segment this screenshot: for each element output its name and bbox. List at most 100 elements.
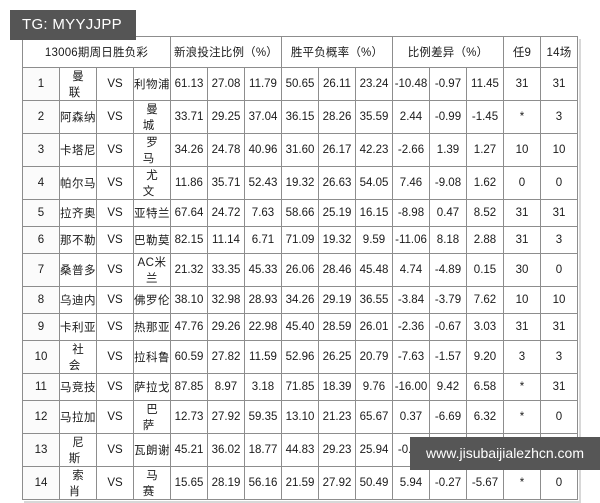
difference-cell-2: -5.67: [466, 466, 504, 500]
bet-ratio-cell-1: 11.14: [207, 226, 245, 254]
tg-tag-text: TG: MYYJJPP: [22, 16, 122, 33]
probability-cell-2: 26.01: [355, 313, 393, 341]
table-row: 2 阿森纳 VS 曼城 33.71 29.25 37.04 36.15 28.26 35.59 2.…: [22, 100, 578, 134]
probability-cell-1: 25.19: [318, 199, 356, 227]
bet-ratio-cell-2: 22.98: [244, 313, 282, 341]
match14-cell: 3: [540, 226, 578, 254]
vs-label: VS: [96, 166, 134, 200]
difference-cell-1: 9.42: [429, 373, 467, 401]
match14-cell: 31: [540, 373, 578, 401]
ren9-cell: 30: [503, 253, 541, 287]
probability-cell-0: 44.83: [281, 433, 319, 467]
ren9-cell: 10: [503, 133, 541, 167]
away-team-name: 热那亚: [133, 313, 171, 341]
bet-ratio-cell-1: 32.98: [207, 286, 245, 314]
table-row: 6 那不勒 VS 巴勒莫 82.15 11.14 6.71 71.09 19.32 9.59 -11…: [22, 226, 578, 254]
table-row: 5 拉齐奥 VS 亚特兰 67.64 24.72 7.63 58.66 25.19 16.15 -8…: [22, 199, 578, 227]
match14-cell: 31: [540, 67, 578, 101]
probability-cell-1: 29.23: [318, 433, 356, 467]
bet-ratio-cell-2: 11.79: [244, 67, 282, 101]
ren9-cell: *: [503, 400, 541, 434]
bet-ratio-cell-0: 82.15: [170, 226, 208, 254]
home-team-name: 马竞技: [59, 373, 97, 401]
probability-cell-1: 27.92: [318, 466, 356, 500]
bet-ratio-cell-0: 47.76: [170, 313, 208, 341]
home-team-name: 阿森纳: [59, 100, 97, 134]
row-index: 7: [22, 253, 60, 287]
difference-cell-1: -0.67: [429, 313, 467, 341]
difference-cell-1: -4.89: [429, 253, 467, 287]
tg-tag-badge: TG: MYYJJPP: [10, 10, 136, 40]
table-row: 9 卡利亚 VS 热那亚 47.76 29.26 22.98 45.40 28.59 26.01-…: [22, 313, 578, 341]
bet-ratio-cell-0: 11.86: [170, 166, 208, 200]
match14-cell: 0: [540, 400, 578, 434]
bet-ratio-cell-1: 27.08: [207, 67, 245, 101]
match14-cell: 31: [540, 199, 578, 227]
column-header-ren9: 任9: [503, 36, 541, 68]
row-index: 4: [22, 166, 60, 200]
bet-ratio-cell-0: 38.10: [170, 286, 208, 314]
row-index: 11: [22, 373, 60, 401]
bet-ratio-cell-1: 27.92: [207, 400, 245, 434]
column-header-win-draw-loss-probability: 胜平负概率（%）: [281, 36, 393, 68]
difference-cell-1: 8.18: [429, 226, 467, 254]
away-team-name: AC米兰: [133, 253, 171, 287]
lottery-table-container: 13006期周日胜负彩 新浪投注比例（%） 胜平负概率（%） 比例差异（%） 任…: [22, 36, 581, 503]
table-header: 13006期周日胜负彩 新浪投注比例（%） 胜平负概率（%） 比例差异（%） 任…: [22, 36, 578, 68]
vs-label: VS: [96, 286, 134, 314]
away-team-name: 亚特兰: [133, 199, 171, 227]
ren9-cell: *: [503, 466, 541, 500]
table-row: 7 桑普多 VS AC米兰 21.32 33.35 45.33 26.06 28.46 45.48…: [22, 253, 578, 287]
probability-cell-2: 36.55: [355, 286, 393, 314]
vs-label: VS: [96, 67, 134, 101]
home-team-name: 曼联: [59, 67, 97, 101]
probability-cell-0: 31.60: [281, 133, 319, 167]
row-index: 10: [22, 340, 60, 374]
probability-cell-2: 45.48: [355, 253, 393, 287]
probability-cell-0: 50.65: [281, 67, 319, 101]
ren9-cell: 10: [503, 286, 541, 314]
difference-cell-1: 1.39: [429, 133, 467, 167]
match14-cell: 10: [540, 286, 578, 314]
away-team-name: 萨拉戈: [133, 373, 171, 401]
bet-ratio-cell-1: 27.82: [207, 340, 245, 374]
vs-label: VS: [96, 133, 134, 167]
vs-label: VS: [96, 433, 134, 467]
probability-cell-2: 9.76: [355, 373, 393, 401]
bet-ratio-cell-2: 59.35: [244, 400, 282, 434]
ren9-cell: 31: [503, 67, 541, 101]
table-row: 1 曼联 VS 利物浦 61.13 27.08 11.79 50.65 26.11 23.24 -1…: [22, 67, 578, 101]
away-team-name: 巴勒莫: [133, 226, 171, 254]
bet-ratio-cell-2: 45.33: [244, 253, 282, 287]
row-index: 8: [22, 286, 60, 314]
bet-ratio-cell-0: 45.21: [170, 433, 208, 467]
bet-ratio-cell-0: 33.71: [170, 100, 208, 134]
difference-cell-0: -8.98: [392, 199, 430, 227]
difference-cell-2: 9.20: [466, 340, 504, 374]
difference-cell-0: 7.46: [392, 166, 430, 200]
table-row: 14 索肖 VS 马赛 15.65 28.19 56.16 21.59 27.92 50.49 5.…: [22, 466, 578, 500]
bet-ratio-cell-2: 40.96: [244, 133, 282, 167]
probability-cell-0: 19.32: [281, 166, 319, 200]
table-row: 12 马拉加 VS 巴萨 12.73 27.92 59.35 13.10 21.23 65.67 0…: [22, 400, 578, 434]
bet-ratio-cell-2: 18.77: [244, 433, 282, 467]
difference-cell-2: 0.15: [466, 253, 504, 287]
difference-cell-2: -1.45: [466, 100, 504, 134]
row-index: 6: [22, 226, 60, 254]
probability-cell-1: 26.25: [318, 340, 356, 374]
probability-cell-0: 26.06: [281, 253, 319, 287]
probability-cell-0: 58.66: [281, 199, 319, 227]
difference-cell-1: -3.79: [429, 286, 467, 314]
away-team-name: 瓦朗谢: [133, 433, 171, 467]
vs-label: VS: [96, 373, 134, 401]
match14-cell: 10: [540, 133, 578, 167]
vs-label: VS: [96, 340, 134, 374]
difference-cell-2: 6.32: [466, 400, 504, 434]
home-team-name: 乌迪内: [59, 286, 97, 314]
difference-cell-2: 11.45: [466, 67, 504, 101]
probability-cell-0: 21.59: [281, 466, 319, 500]
probability-cell-0: 36.15: [281, 100, 319, 134]
difference-cell-1: -0.97: [429, 67, 467, 101]
bet-ratio-cell-1: 35.71: [207, 166, 245, 200]
row-index: 14: [22, 466, 60, 500]
